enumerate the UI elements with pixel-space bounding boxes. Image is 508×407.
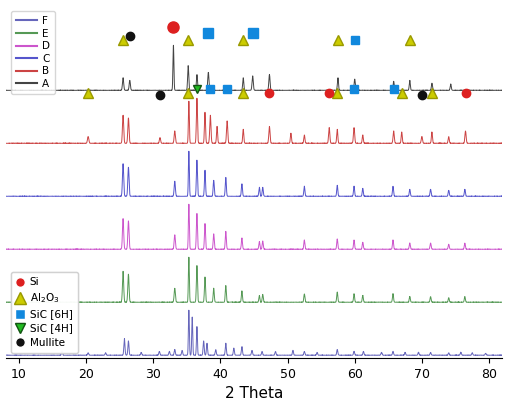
X-axis label: 2 Theta: 2 Theta (225, 386, 283, 401)
Legend: Si, Al$_2$O$_3$, SiC [6H], SiC [4H], Mullite: Si, Al$_2$O$_3$, SiC [6H], SiC [4H], Mul… (11, 272, 78, 353)
